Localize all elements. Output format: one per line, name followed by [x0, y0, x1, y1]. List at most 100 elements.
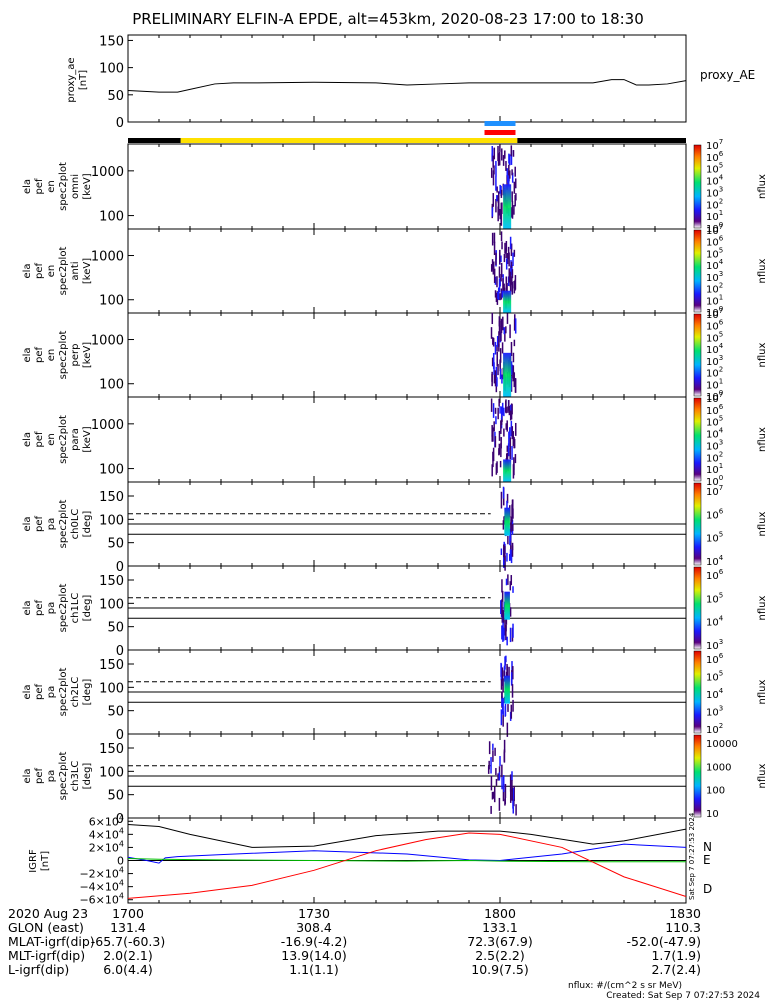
flux-pixel	[504, 150, 506, 159]
flux-pixel	[500, 262, 503, 278]
igrf-legend-D: D	[703, 882, 712, 896]
flux-pixel	[501, 777, 503, 790]
flux-pixel	[492, 403, 495, 418]
flux-pixel	[510, 519, 512, 532]
flux-pixel	[493, 232, 496, 243]
tick-row-label: MLT-igrf(dip)	[8, 948, 85, 963]
flux-pixel	[512, 431, 515, 447]
flux-pixel	[506, 313, 509, 324]
flux-pixel	[512, 352, 515, 363]
flux-pixel	[501, 579, 503, 593]
flux-pixel	[503, 428, 505, 437]
flux-pixel	[494, 276, 497, 285]
flux-pixel	[512, 699, 514, 712]
flux-pixel	[506, 722, 509, 737]
colorbar-tick-label: 107	[706, 484, 723, 498]
flux-pixel	[515, 804, 517, 816]
tick-cell-mlat: -65.7(-60.3)	[91, 934, 165, 949]
flux-enhancement	[504, 675, 510, 704]
igrf-series-line	[127, 858, 686, 863]
flux-pixel	[499, 368, 502, 380]
flux-pixel	[487, 766, 490, 774]
flux-pixel	[495, 167, 497, 177]
units-note: nflux: #/(cm^2 s sr MeV)	[568, 981, 682, 991]
flux-pixel	[498, 151, 501, 166]
flux-pixel	[491, 232, 494, 246]
tick-row-label: GLON (east)	[8, 920, 84, 935]
flux-pixel	[512, 524, 514, 531]
flux-pixel	[513, 249, 516, 257]
flux-pixel	[512, 508, 514, 519]
flux-pixel	[510, 341, 513, 357]
flux-pixel	[504, 617, 506, 636]
y-tick-label: 150	[99, 34, 124, 49]
flux-pixel	[500, 443, 502, 458]
flux-pixel	[492, 427, 494, 442]
flux-pixel	[497, 773, 499, 781]
colorbar-tick-label: 106	[706, 652, 724, 666]
flux-pixel	[506, 445, 509, 452]
tick-cell-mlt: 2.5(2.2)	[475, 948, 525, 963]
flux-pixel	[513, 457, 515, 470]
flux-pixel	[492, 750, 494, 762]
y-tick-label: 50	[107, 621, 124, 636]
flux-pixel	[490, 805, 492, 814]
flux-pixel	[503, 670, 505, 677]
spectrogram-frame-para	[127, 396, 687, 483]
flux-pixel	[510, 672, 513, 683]
flux-pixel	[507, 443, 510, 457]
flux-pixel	[499, 406, 501, 414]
flux-pixel	[512, 666, 514, 680]
colorbar-tick-label: 100	[706, 474, 723, 488]
colorbar-zlabel: nflux	[757, 511, 768, 536]
flux-pixel	[510, 145, 513, 157]
flux-pixel	[511, 545, 514, 557]
flux-pixel	[492, 352, 495, 369]
flux-pixel	[491, 312, 494, 325]
side-stamp: Sat Sep 7 07:27:53 2024	[688, 812, 696, 900]
igrf-legend-N: N	[703, 840, 712, 854]
flux-pixel	[508, 154, 511, 166]
flux-pixel	[511, 191, 513, 202]
flux-pixel	[502, 678, 504, 693]
colorbar-tick-label: 106	[706, 568, 724, 582]
flux-pixel	[497, 363, 499, 376]
colorbar-tick-label: 1000	[706, 762, 731, 773]
proxy-ae-legend: proxy_AE	[700, 68, 755, 82]
flux-pixel	[511, 169, 513, 176]
flux-pixel	[511, 209, 514, 219]
colorbar-tick-label: 107	[706, 138, 723, 152]
tick-cell-mlt: 13.9(14.0)	[281, 948, 346, 963]
colorbar	[693, 566, 702, 650]
y-tick-label: 50	[107, 89, 124, 104]
flux-pixel	[514, 318, 517, 334]
y-tick-label: 1000	[91, 418, 124, 433]
flux-pixel	[491, 425, 493, 437]
flux-pixel	[500, 663, 503, 681]
y-tick-label: 100	[99, 597, 124, 612]
flux-pixel	[513, 785, 515, 802]
flux-pixel	[495, 198, 497, 213]
colorbar-zlabel: nflux	[757, 342, 768, 367]
flux-pixel	[506, 552, 508, 562]
proxy-ae-ylabel: proxy_ae[nT]	[66, 57, 89, 102]
flux-pixel	[491, 464, 493, 477]
colorbar-tick-label: 105	[706, 531, 723, 545]
flux-pixel	[502, 775, 505, 793]
flux-pixel	[502, 616, 504, 630]
flux-pixel	[510, 265, 512, 275]
flux-pixel	[495, 778, 498, 786]
colorbar-tick-label: 10000	[706, 739, 738, 750]
flux-pixel	[501, 148, 503, 161]
y-tick-label: 0	[117, 855, 124, 868]
flux-pixel	[498, 448, 500, 456]
tick-row-label: L-igrf(dip)	[8, 962, 69, 977]
colorbar-tick-label: 105	[706, 330, 723, 344]
flux-pixel	[505, 240, 508, 252]
flux-pixel	[510, 549, 513, 564]
flux-pixel	[509, 170, 511, 179]
colorbar-tick-label: 104	[706, 258, 724, 272]
flux-pixel	[495, 176, 497, 191]
flux-pixel	[500, 679, 503, 690]
flux-pixel	[511, 661, 513, 677]
